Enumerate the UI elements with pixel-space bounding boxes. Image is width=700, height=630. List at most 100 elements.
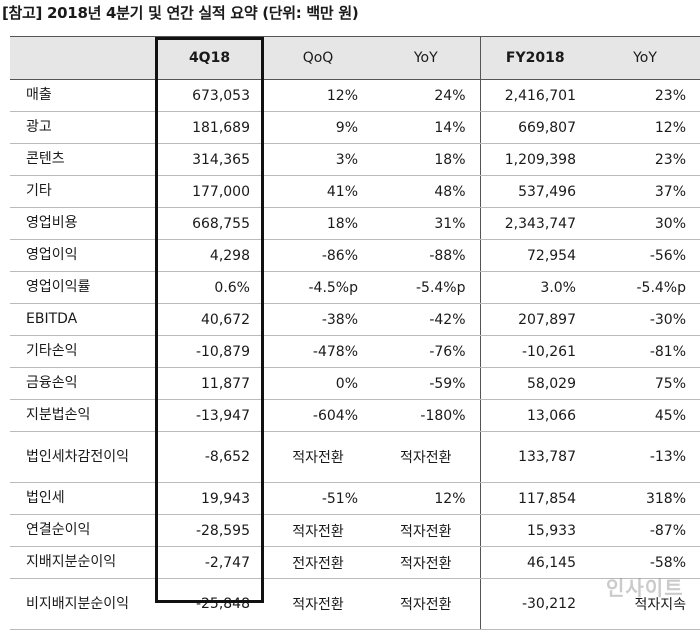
- row-label: 영업이익: [10, 239, 155, 272]
- cell-4q18: 11,877: [155, 367, 264, 400]
- cell-fy-yoy: -81%: [590, 335, 700, 368]
- cell-fy2018: 13,066: [479, 399, 590, 432]
- cell-qoq: 18%: [264, 207, 372, 240]
- cell-fy-yoy: 37%: [590, 175, 700, 208]
- table-row: 영업이익 4,298 -86% -88% 72,954 -56%: [10, 239, 700, 272]
- cell-fy2018: 537,496: [479, 175, 590, 208]
- cell-fy-yoy: -5.4%p: [590, 271, 700, 304]
- cell-fy-yoy: -56%: [590, 239, 700, 272]
- row-label: 연결순이익: [10, 514, 155, 547]
- cell-fy-yoy: 30%: [590, 207, 700, 240]
- row-label: 콘텐츠: [10, 143, 155, 176]
- cell-qoq: -604%: [264, 399, 372, 432]
- row-label: 기타: [10, 175, 155, 208]
- cell-4q18: 19,943: [155, 482, 264, 515]
- cell-fy-yoy: 318%: [590, 482, 700, 515]
- row-label: 기타손익: [10, 335, 155, 368]
- row-label: 금융손익: [10, 367, 155, 400]
- cell-yoy: 14%: [372, 111, 480, 144]
- cell-yoy: 12%: [372, 482, 480, 515]
- cell-qoq: 적자전환: [264, 431, 372, 483]
- cell-qoq: 9%: [264, 111, 372, 144]
- cell-fy2018: 669,807: [479, 111, 590, 144]
- cell-fy2018: 15,933: [479, 514, 590, 547]
- cell-yoy: 적자전환: [372, 431, 480, 483]
- cell-fy-yoy: 23%: [590, 143, 700, 176]
- cell-qoq: -51%: [264, 482, 372, 515]
- cell-yoy: 31%: [372, 207, 480, 240]
- table-row: 금융손익 11,877 0% -59% 58,029 75%: [10, 367, 700, 400]
- cell-qoq: 41%: [264, 175, 372, 208]
- cell-fy-yoy: -13%: [590, 431, 700, 483]
- cell-4q18: 0.6%: [155, 271, 264, 304]
- table-row: 지분법손익 -13,947 -604% -180% 13,066 45%: [10, 399, 700, 432]
- table-row: 기타 177,000 41% 48% 537,496 37%: [10, 175, 700, 208]
- cell-4q18: 181,689: [155, 111, 264, 144]
- cell-fy2018: 2,416,701: [479, 79, 590, 112]
- cell-fy2018: 3.0%: [479, 271, 590, 304]
- cell-fy2018: 1,209,398: [479, 143, 590, 176]
- row-label: 법인세차감전이익: [10, 431, 155, 483]
- cell-4q18: -13,947: [155, 399, 264, 432]
- cell-fy-yoy: -58%: [590, 546, 700, 579]
- earnings-summary-table: 4Q18 QoQ YoY FY2018 YoY 매출 673,053 12% 24% 2…: [10, 36, 700, 630]
- table-row: 기타손익 -10,879 -478% -76% -10,261 -81%: [10, 335, 700, 368]
- table-row: 매출 673,053 12% 24% 2,416,701 23%: [10, 79, 700, 112]
- header-qoq: QoQ: [264, 36, 372, 80]
- table-row: 광고 181,689 9% 14% 669,807 12%: [10, 111, 700, 144]
- cell-4q18: 673,053: [155, 79, 264, 112]
- cell-yoy: 적자전환: [372, 514, 480, 547]
- cell-qoq: -38%: [264, 303, 372, 336]
- cell-fy-yoy: 45%: [590, 399, 700, 432]
- table-row: 영업이익률 0.6% -4.5%p -5.4%p 3.0% -5.4%p: [10, 271, 700, 304]
- table-caption: [참고] 2018년 4분기 및 연간 실적 요약 (단위: 백만 원): [2, 4, 359, 22]
- cell-yoy: -88%: [372, 239, 480, 272]
- cell-fy2018: 207,897: [479, 303, 590, 336]
- row-label: 매출: [10, 79, 155, 112]
- cell-yoy: 18%: [372, 143, 480, 176]
- watermark-logo: 인사이트: [606, 576, 684, 600]
- header-yoy: YoY: [372, 36, 480, 80]
- cell-4q18: -8,652: [155, 431, 264, 483]
- table-row: 연결순이익 -28,595 적자전환 적자전환 15,933 -87%: [10, 514, 700, 547]
- row-label: 지배지분순이익: [10, 546, 155, 579]
- row-label: 영업비용: [10, 207, 155, 240]
- cell-yoy: -76%: [372, 335, 480, 368]
- cell-qoq: 3%: [264, 143, 372, 176]
- cell-fy2018: 58,029: [479, 367, 590, 400]
- table-row: 비지배지분순이익 -25,848 적자전환 적자전환 -30,212 적자지속: [10, 578, 700, 630]
- cell-4q18: -2,747: [155, 546, 264, 579]
- cell-4q18: -25,848: [155, 578, 264, 630]
- cell-qoq: 적자전환: [264, 578, 372, 630]
- cell-qoq: 0%: [264, 367, 372, 400]
- cell-4q18: 668,755: [155, 207, 264, 240]
- cell-4q18: 4,298: [155, 239, 264, 272]
- header-fy-yoy: YoY: [590, 36, 700, 80]
- cell-yoy: 적자전환: [372, 578, 480, 630]
- cell-yoy: -5.4%p: [372, 271, 480, 304]
- table-row: 법인세차감전이익 -8,652 적자전환 적자전환 133,787 -13%: [10, 431, 700, 483]
- cell-fy2018: 133,787: [479, 431, 590, 483]
- cell-fy2018: 46,145: [479, 546, 590, 579]
- table-row: 법인세 19,943 -51% 12% 117,854 318%: [10, 482, 700, 515]
- row-label: 광고: [10, 111, 155, 144]
- cell-qoq: 적자전환: [264, 514, 372, 547]
- cell-fy2018: 72,954: [479, 239, 590, 272]
- table-header-row: 4Q18 QoQ YoY FY2018 YoY: [10, 36, 700, 80]
- table-row: 콘텐츠 314,365 3% 18% 1,209,398 23%: [10, 143, 700, 176]
- cell-fy-yoy: 23%: [590, 79, 700, 112]
- cell-yoy: 48%: [372, 175, 480, 208]
- row-label: EBITDA: [10, 303, 155, 336]
- cell-qoq: -4.5%p: [264, 271, 372, 304]
- cell-fy2018: -10,261: [479, 335, 590, 368]
- header-fy2018: FY2018: [479, 36, 590, 80]
- cell-fy-yoy: 75%: [590, 367, 700, 400]
- cell-4q18: 177,000: [155, 175, 264, 208]
- cell-yoy: 적자전환: [372, 546, 480, 579]
- cell-fy-yoy: 12%: [590, 111, 700, 144]
- row-label: 지분법손익: [10, 399, 155, 432]
- cell-4q18: 314,365: [155, 143, 264, 176]
- header-4q18: 4Q18: [155, 36, 264, 80]
- header-label-col: [10, 36, 155, 80]
- cell-fy2018: 117,854: [479, 482, 590, 515]
